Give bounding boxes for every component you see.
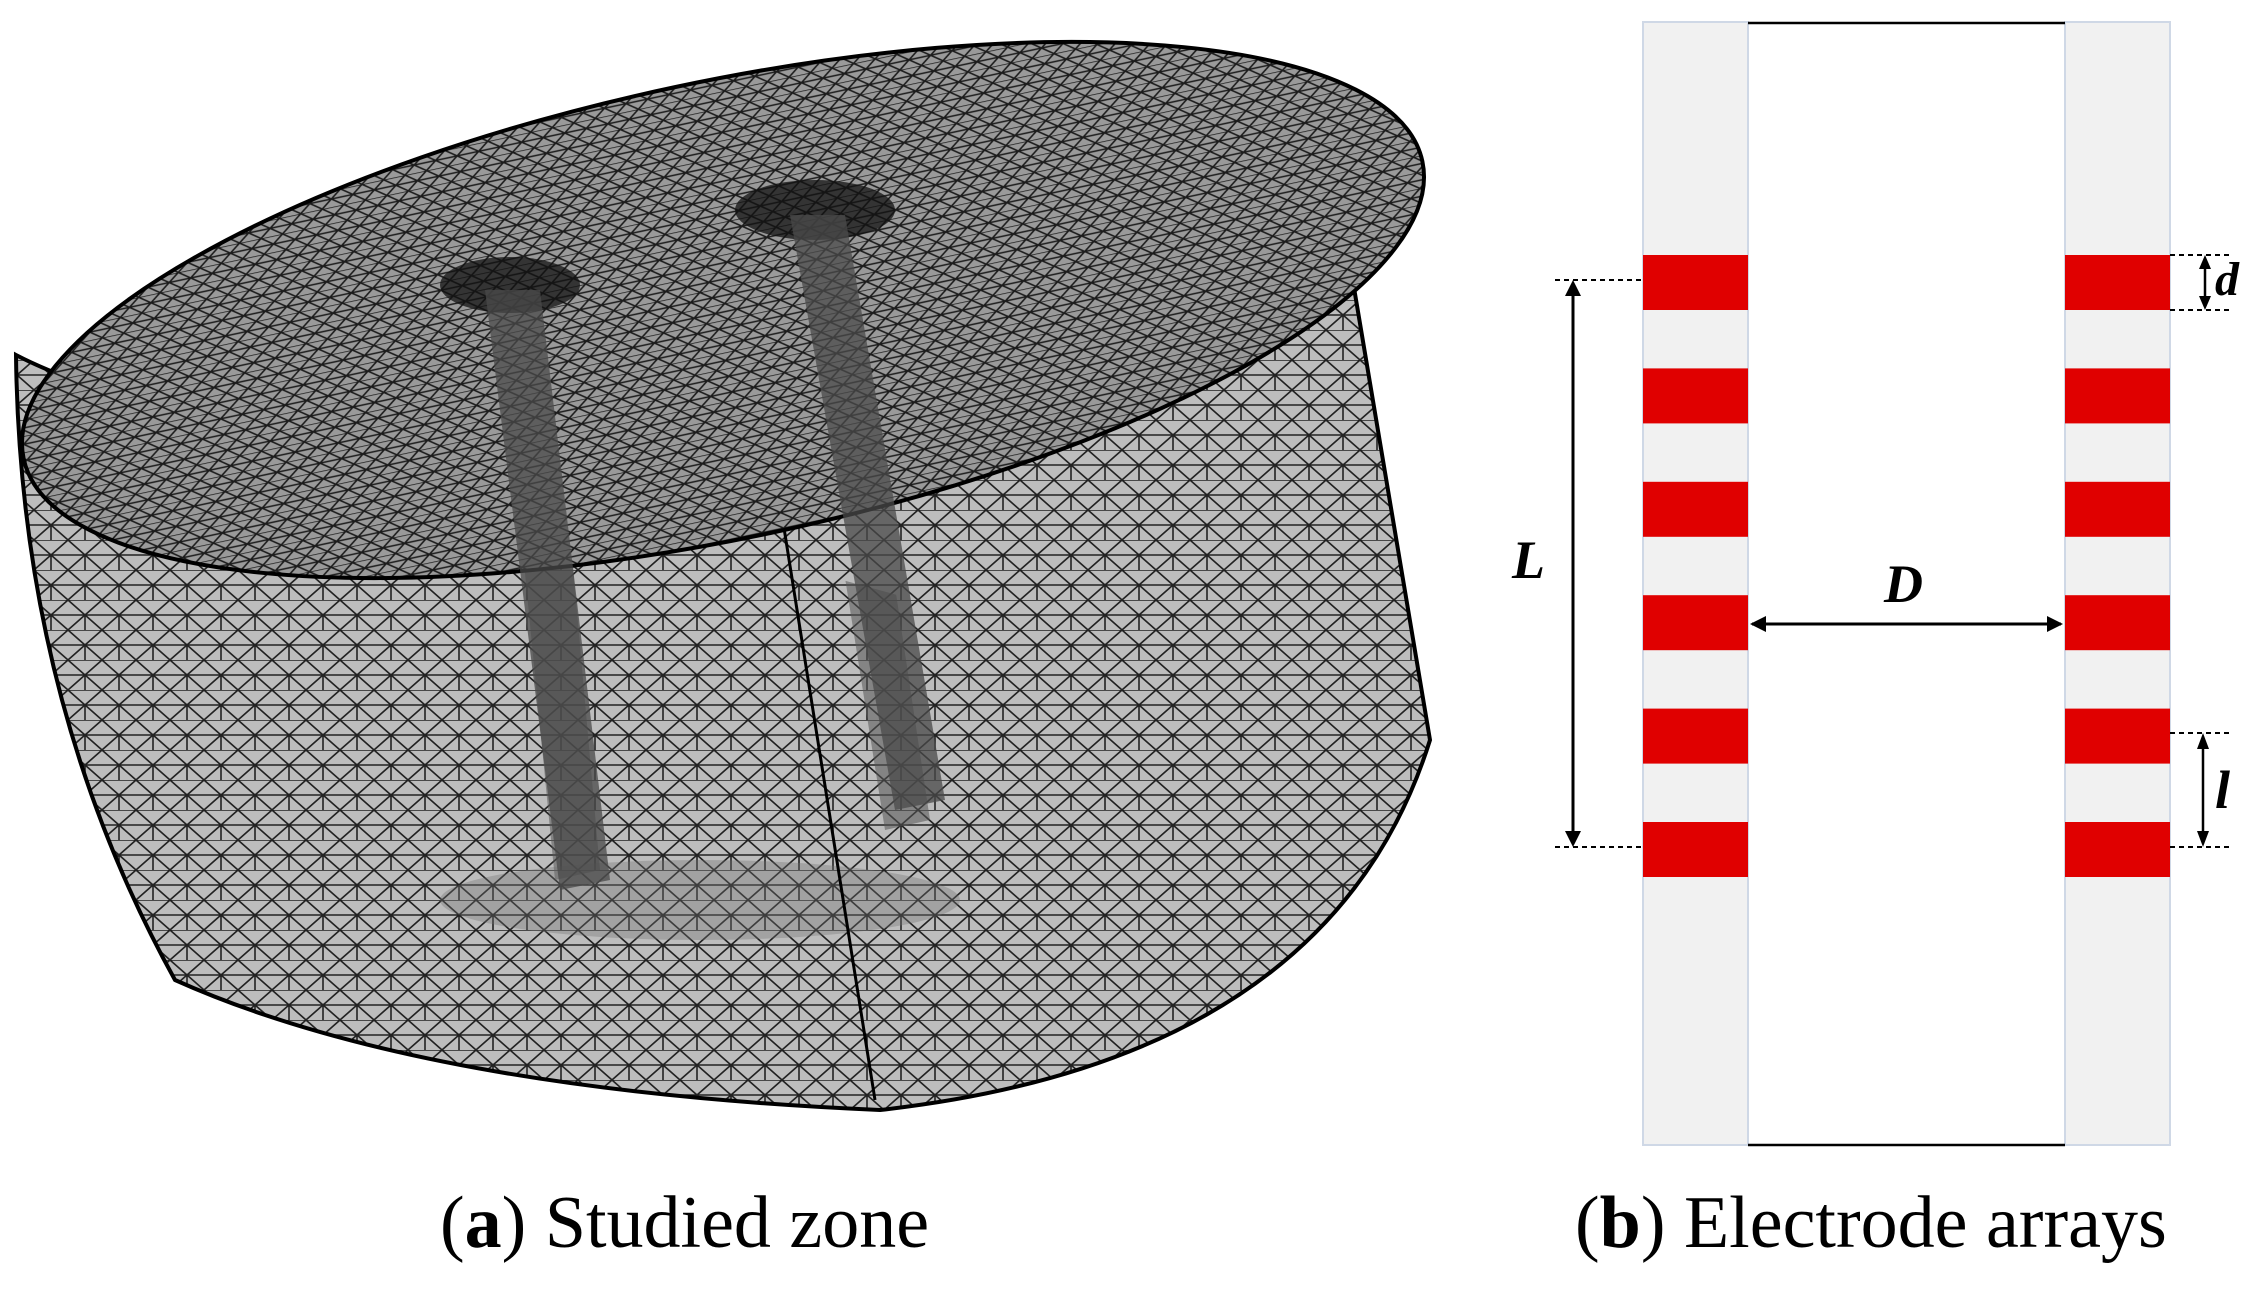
electrode-left-6 — [1643, 822, 1748, 877]
electrode-left-4 — [1643, 595, 1748, 651]
distance-label: D — [1883, 554, 1923, 614]
electrode-right-4 — [2065, 595, 2170, 651]
interval-arrow-bottom-head — [2197, 831, 2209, 847]
electrode-left-2 — [1643, 368, 1748, 424]
spacing-arrow-bottom-head — [1565, 831, 1581, 847]
electrode-right-6 — [2065, 822, 2170, 877]
distance-arrow-right-head — [2047, 616, 2063, 632]
electrode-width-arrow-top-head — [2199, 255, 2211, 269]
electrode-left-3 — [1643, 481, 1748, 537]
borehole-left — [485, 290, 610, 890]
borehole-right — [790, 215, 945, 810]
electrode-left-1 — [1643, 255, 1748, 310]
electrode-group — [1643, 255, 2170, 877]
spacing-arrow-top-head — [1565, 280, 1581, 296]
electrode-arrays: L D d l — [1511, 21, 2240, 1147]
electrode-right-3 — [2065, 481, 2170, 537]
electrode-right-1 — [2065, 255, 2170, 310]
boreholes — [485, 215, 945, 890]
top-refinement — [440, 180, 895, 313]
electrode-right-2 — [2065, 368, 2170, 424]
electrode-width-arrow-bottom-head — [2199, 296, 2211, 310]
caption-b-title: Electrode arrays — [1683, 1182, 2167, 1264]
electrode-width-label: d — [2215, 253, 2240, 306]
caption-a-title: Studied zone — [544, 1182, 930, 1264]
spacing-label: L — [1511, 530, 1545, 590]
caption-b: (b) Electrode arrays — [1575, 1182, 2167, 1264]
electrode-left-5 — [1643, 708, 1748, 764]
interval-arrow-top-head — [2197, 733, 2209, 749]
mesh-cylinder — [13, 39, 1433, 1113]
caption-a: (a) Studied zone — [440, 1182, 930, 1264]
distance-arrow-left-head — [1750, 616, 1766, 632]
electrode-right-5 — [2065, 708, 2170, 764]
cylinder-top — [20, 39, 1426, 581]
side-seam — [768, 439, 877, 1101]
caption-a-label: a — [464, 1182, 502, 1264]
borehole-left-column — [1642, 21, 1749, 1146]
borehole-right-column — [2064, 21, 2171, 1146]
caption-b-label: b — [1599, 1182, 1641, 1264]
interval-label: l — [2215, 760, 2230, 820]
